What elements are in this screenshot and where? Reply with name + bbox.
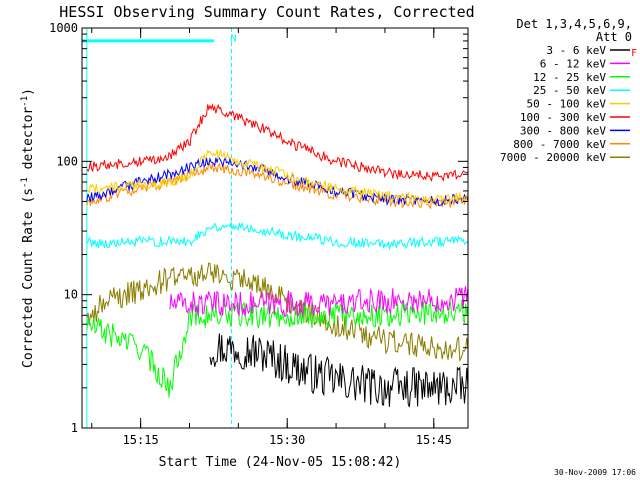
series-line-5 bbox=[86, 103, 469, 182]
axes: 1 10 100 1000 15:15 15:30 15:45 bbox=[49, 21, 468, 447]
x-tick-label: 15:30 bbox=[269, 433, 305, 447]
legend-label-2: 12 - 25 keV bbox=[533, 71, 606, 84]
series-line-2 bbox=[86, 299, 469, 398]
y-axis-label-sup1: -1 bbox=[20, 177, 30, 188]
svg-text:Corrected Count Rate (s-1 dete: Corrected Count Rate (s-1 detector-1) bbox=[20, 88, 36, 368]
y-axis-label-sup2: -1 bbox=[20, 96, 30, 107]
legend-label-5: 100 - 300 keV bbox=[520, 111, 606, 124]
legend-label-1: 6 - 12 keV bbox=[540, 57, 607, 70]
y-tick-label: 1 bbox=[71, 421, 78, 435]
plot-area: NF bbox=[82, 28, 637, 428]
legend-header-line-1: Det 1,3,4,5,6,9, bbox=[516, 17, 632, 31]
legend-label-8: 7000 - 20000 keV bbox=[500, 151, 606, 164]
series-line-6 bbox=[86, 156, 469, 207]
flag-label-F: F bbox=[631, 48, 637, 59]
legend-label-4: 50 - 100 keV bbox=[527, 98, 607, 111]
legend-label-6: 300 - 800 keV bbox=[520, 124, 606, 137]
flag-label-N: N bbox=[230, 33, 236, 44]
legend-label-7: 800 - 7000 keV bbox=[513, 138, 606, 151]
series-line-1 bbox=[169, 286, 469, 318]
x-tick-label: 15:45 bbox=[416, 433, 452, 447]
series-line-0 bbox=[209, 333, 469, 408]
y-axis-label: Corrected Count Rate (s-1 detector-1) bbox=[20, 88, 36, 368]
y-axis-label-end: ) bbox=[21, 88, 36, 96]
y-axis-label-main: Corrected Count Rate (s bbox=[21, 188, 36, 368]
y-tick-label: 1000 bbox=[49, 21, 78, 35]
series-line-4 bbox=[86, 149, 469, 205]
chart-title: HESSI Observing Summary Count Rates, Cor… bbox=[59, 3, 474, 21]
legend-label-0: 3 - 6 keV bbox=[546, 44, 606, 57]
y-tick-label: 10 bbox=[64, 288, 78, 302]
legend-label-3: 25 - 50 keV bbox=[533, 84, 606, 97]
legend-header-line-2: Att 0 bbox=[596, 30, 632, 44]
x-tick-label: 15:15 bbox=[123, 433, 159, 447]
plot-frame bbox=[81, 27, 469, 429]
series-line-3 bbox=[86, 221, 469, 251]
x-axis-label: Start Time (24-Nov-05 15:08:42) bbox=[159, 455, 402, 470]
y-tick-label: 100 bbox=[56, 154, 78, 168]
footer-date: 30-Nov-2009 17:06 bbox=[554, 468, 636, 477]
y-axis-label-mid: detector bbox=[21, 107, 36, 178]
